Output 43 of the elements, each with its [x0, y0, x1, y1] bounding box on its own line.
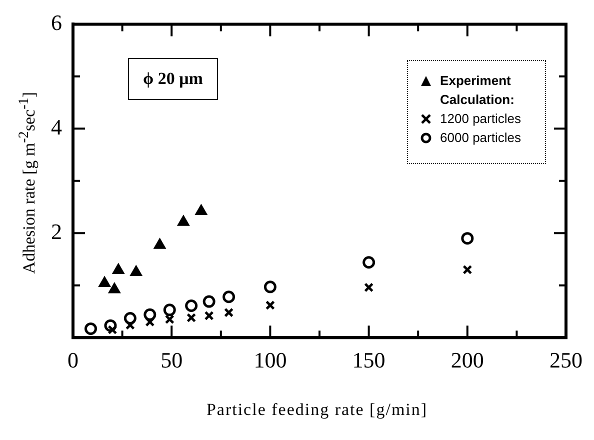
- point: [186, 312, 196, 323]
- x-tick-label: 150: [352, 348, 386, 373]
- point: [104, 319, 117, 332]
- annotation: ϕ 20 μm: [128, 58, 218, 100]
- point: [265, 300, 275, 310]
- point: [222, 290, 236, 304]
- y-tick-label: 4: [51, 114, 62, 140]
- x-tick-label: 50: [160, 348, 183, 373]
- point: [196, 204, 207, 215]
- point: [462, 264, 472, 274]
- point: [362, 256, 376, 269]
- point: [202, 295, 216, 308]
- point: [224, 308, 234, 318]
- point: [163, 304, 176, 316]
- point: [108, 324, 118, 335]
- x-tick-label: 0: [68, 348, 78, 373]
- point: [130, 266, 142, 276]
- point: [125, 320, 135, 330]
- point: [164, 314, 174, 324]
- x-tick-label: 100: [254, 348, 287, 373]
- point: [124, 312, 136, 325]
- point: [185, 299, 198, 312]
- legend-title: Calculation:: [440, 91, 516, 109]
- legend-label: 1200 particles: [440, 110, 521, 128]
- point: [144, 308, 156, 321]
- point: [84, 322, 97, 335]
- y-tick-label: 2: [51, 218, 62, 244]
- point: [264, 280, 276, 294]
- point: [154, 238, 166, 249]
- point: [145, 317, 155, 327]
- point: [461, 232, 474, 245]
- point: [108, 283, 120, 294]
- legend-label: 6000 particles: [440, 129, 521, 147]
- x-tick-label: 250: [550, 348, 582, 373]
- y-tick-label: 6: [51, 10, 62, 35]
- point: [204, 310, 214, 320]
- point: [178, 216, 190, 226]
- point: [364, 282, 374, 292]
- x-axis-title: Particle feeding rate [g/min]: [205, 400, 429, 420]
- point: [112, 264, 124, 274]
- legend-label: Experiment: [440, 72, 511, 90]
- point: [98, 277, 110, 288]
- x-tick-label: 200: [450, 348, 484, 373]
